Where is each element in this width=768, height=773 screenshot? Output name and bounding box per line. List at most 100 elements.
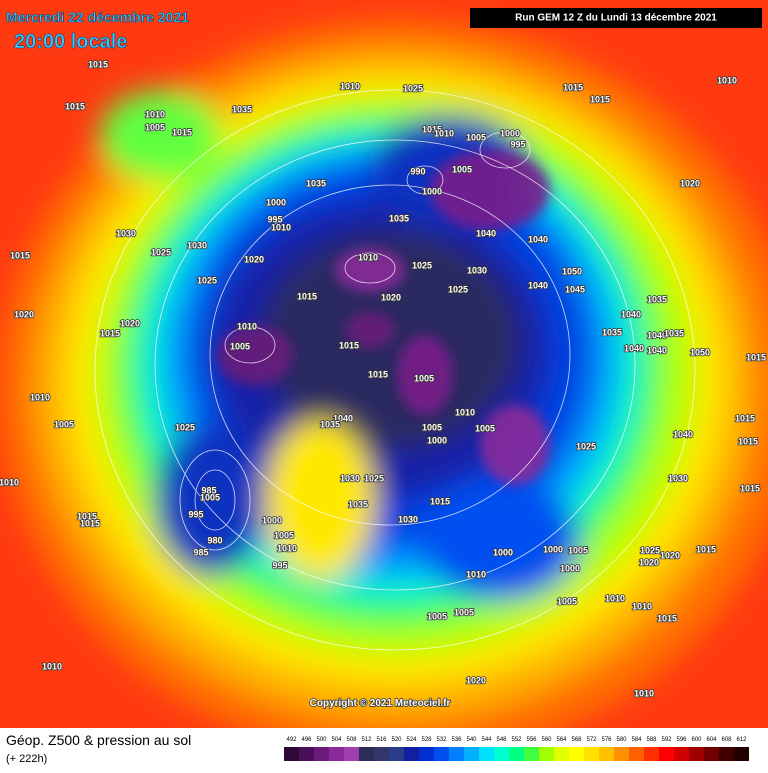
pressure-label: 1025	[151, 247, 171, 257]
pressure-label: 1020	[680, 178, 700, 188]
pressure-label: 1020	[381, 292, 401, 302]
pressure-label: 1005	[557, 596, 577, 606]
pressure-label: 980	[207, 535, 222, 545]
pressure-label: 1050	[690, 347, 710, 357]
pressure-label: 1020	[244, 254, 264, 264]
colorbar-label: 524	[406, 737, 417, 743]
colorbar-label: 508	[346, 737, 357, 743]
pressure-label: 1035	[647, 294, 667, 304]
pressure-label: 1010	[455, 407, 475, 417]
pressure-label: 995	[267, 214, 282, 224]
pressure-label: 1015	[172, 127, 192, 137]
colorbar-swatch	[314, 747, 329, 761]
colorbar-label: 500	[316, 737, 327, 743]
pressure-label: 1010	[237, 321, 257, 331]
pressure-label: 1035	[348, 499, 368, 509]
pressure-label: 1005	[200, 492, 220, 502]
colorbar-label: 560	[541, 737, 552, 743]
pressure-label: 1040	[621, 309, 641, 319]
colorbar-swatch	[419, 747, 434, 761]
colorbar-swatch	[719, 747, 734, 761]
pressure-label: 1015	[735, 413, 755, 423]
pressure-label: 1030	[340, 473, 360, 483]
colorbar-label: 592	[661, 737, 672, 743]
pressure-label: 990	[410, 166, 425, 176]
pressure-label: 1025	[175, 422, 195, 432]
pressure-label: 1040	[647, 345, 667, 355]
pressure-label: 1015	[430, 496, 450, 506]
pressure-label: 1000	[560, 563, 580, 573]
pressure-label: 1025	[197, 275, 217, 285]
pressure-label: 1015	[10, 250, 30, 260]
pressure-label: 1010	[434, 128, 454, 138]
pressure-label: 1005	[466, 132, 486, 142]
pressure-label: 1000	[543, 544, 563, 554]
pressure-label: 1025	[403, 83, 423, 93]
colorbar-label: 552	[511, 737, 522, 743]
pressure-label: 1005	[427, 611, 447, 621]
colorbar-swatch	[644, 747, 659, 761]
pressure-label: 1015	[339, 340, 359, 350]
colorbar-swatch	[659, 747, 674, 761]
colorbar-label: 596	[676, 737, 687, 743]
pressure-label: 1035	[389, 213, 409, 223]
colorbar-label: 548	[496, 737, 507, 743]
pressure-label: 1040	[624, 343, 644, 353]
pressure-label: 1000	[262, 515, 282, 525]
pressure-label: 1030	[398, 514, 418, 524]
pressure-label: 1040	[528, 234, 548, 244]
pressure-label: 985	[201, 485, 216, 495]
pressure-label: 1040	[476, 228, 496, 238]
colorbar-label: 584	[631, 737, 642, 743]
pressure-label: 1000	[500, 128, 520, 138]
colorbar-swatch	[584, 747, 599, 761]
pressure-label: 1010	[145, 109, 165, 119]
pressure-label: 1005	[145, 122, 165, 132]
pressure-label: 1015	[368, 369, 388, 379]
pressure-label: 1015	[88, 59, 108, 69]
pressure-label: 1005	[568, 545, 588, 555]
pressure-label: 1015	[740, 483, 760, 493]
pressure-label: 1010	[466, 569, 486, 579]
pressure-label: 1010	[0, 477, 19, 487]
pressure-label: 1030	[187, 240, 207, 250]
pressure-label: 1025	[576, 441, 596, 451]
colorbar-label: 576	[601, 737, 612, 743]
colorbar-swatch	[464, 747, 479, 761]
colorbar-label: 604	[706, 737, 717, 743]
colorbar-label: 612	[736, 737, 747, 743]
pressure-label: 1005	[454, 607, 474, 617]
colorbar-label: 556	[526, 737, 537, 743]
colorbar-label: 600	[691, 737, 702, 743]
colorbar-swatch	[524, 747, 539, 761]
colorbar-swatch	[359, 747, 374, 761]
colorbar-swatch	[569, 747, 584, 761]
pressure-label: 1015	[738, 436, 758, 446]
pressure-labels: 1015 1010 1025 1015 1015 1010 1015 1010 1035 1005…	[0, 59, 767, 700]
colorbar-swatch	[494, 747, 509, 761]
colorbar-label: 608	[721, 737, 732, 743]
colorbar-swatch	[599, 747, 614, 761]
pressure-label: 1005	[230, 341, 250, 351]
colorbar-label: 580	[616, 737, 627, 743]
run-box	[470, 8, 762, 28]
pressure-label: 1040	[673, 429, 693, 439]
pressure-label: 1010	[271, 222, 291, 232]
colorbar-swatch	[689, 747, 704, 761]
colorbar-label: 516	[376, 737, 387, 743]
colorbar-swatch	[374, 747, 389, 761]
pressure-label: 1000	[266, 197, 286, 207]
colorbar-label: 588	[646, 737, 657, 743]
colorbar-swatch	[449, 747, 464, 761]
pressure-label: 1010	[634, 688, 654, 698]
pressure-label: 1035	[602, 327, 622, 337]
colorbar-swatch	[614, 747, 629, 761]
pressure-label: 1035	[320, 419, 340, 429]
pressure-label: 1020	[14, 309, 34, 319]
colorbar-label: 564	[556, 737, 567, 743]
pressure-label: 1005	[414, 373, 434, 383]
pressure-label: 1025	[448, 284, 468, 294]
pressure-label: 1015	[657, 613, 677, 623]
colorbar-swatch	[404, 747, 419, 761]
pressure-label: 1040	[528, 280, 548, 290]
